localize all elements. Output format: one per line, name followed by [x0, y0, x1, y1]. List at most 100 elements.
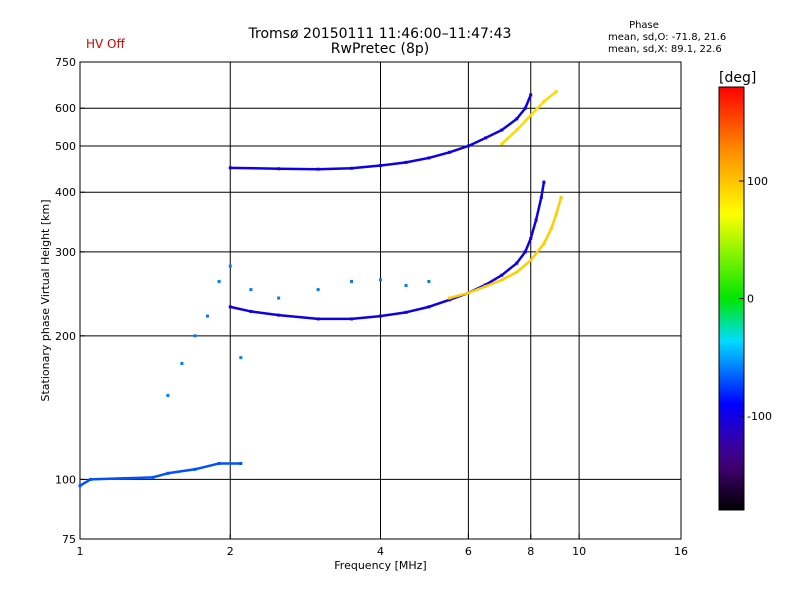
data-point	[427, 156, 431, 160]
chart-subtitle: RwPretec (8p)	[330, 41, 430, 57]
data-point	[484, 136, 488, 140]
data-point	[166, 471, 170, 475]
data-point	[89, 477, 93, 481]
data-point	[228, 264, 232, 268]
x-tick-label: 10	[572, 545, 586, 558]
data-point	[448, 296, 452, 300]
y-tick-label: 500	[55, 140, 76, 153]
hv-status: HV Off	[86, 37, 125, 51]
colorbar-tick-label: 0	[747, 293, 754, 306]
data-point	[549, 226, 553, 230]
data-point	[523, 106, 527, 110]
data-point	[404, 310, 408, 314]
data-point	[500, 278, 504, 282]
data-point	[277, 313, 281, 317]
y-axis-label: Stationary phase Virtual Height [km]	[39, 199, 52, 401]
data-point	[484, 283, 488, 287]
data-point	[193, 467, 197, 471]
data-point	[379, 278, 382, 282]
data-point	[466, 291, 470, 295]
y-tick-label: 300	[55, 246, 76, 259]
data-point	[228, 305, 232, 309]
data-point	[249, 309, 253, 313]
y-tick-label: 600	[55, 102, 76, 115]
data-point	[523, 250, 527, 254]
data-point	[427, 279, 431, 283]
y-tick-label: 400	[55, 186, 76, 199]
x-tick-label: 16	[674, 545, 688, 558]
data-point	[239, 356, 243, 360]
x-axis-label: Frequency [MHz]	[334, 559, 426, 572]
data-point	[559, 195, 563, 199]
y-tick-label: 750	[55, 56, 76, 69]
data-point	[277, 167, 281, 171]
data-point	[427, 305, 431, 309]
data-point	[249, 288, 253, 292]
data-point	[217, 461, 221, 465]
data-point	[534, 218, 538, 222]
data-point	[500, 142, 504, 146]
data-point	[277, 296, 281, 300]
data-point	[193, 334, 197, 338]
series-x-trace-lower-	[448, 195, 563, 300]
colorbar-tick-label: 100	[747, 175, 768, 188]
data-point	[448, 298, 452, 302]
series-o-trace-lower-	[228, 180, 546, 321]
data-point	[515, 117, 519, 121]
phase-label: Phase	[629, 20, 659, 31]
x-tick-label: 6	[465, 545, 472, 558]
y-tick-label: 75	[62, 533, 76, 546]
data-point	[542, 242, 546, 246]
data-point	[316, 288, 320, 292]
data-point	[529, 236, 533, 240]
data-point	[466, 144, 470, 148]
data-point	[228, 166, 232, 170]
data-point	[529, 113, 533, 117]
y-tick-label: 100	[55, 473, 76, 486]
x-tick-label: 1	[77, 545, 84, 558]
data-point	[316, 317, 320, 321]
data-point	[239, 461, 243, 465]
data-point	[350, 317, 354, 321]
data-point	[404, 283, 408, 287]
series-spread-echoes	[166, 264, 431, 397]
series-line	[229, 93, 532, 171]
colorbar-label: [deg]	[719, 70, 757, 86]
data-point	[404, 160, 408, 164]
data-point	[205, 314, 209, 318]
data-point	[78, 484, 82, 488]
data-point	[554, 90, 558, 94]
data-point	[448, 150, 452, 154]
series-sporadic-e	[78, 461, 243, 488]
x-tick-label: 4	[377, 545, 384, 558]
data-point	[542, 99, 546, 103]
data-point	[379, 164, 382, 168]
x-tick-label: 8	[527, 545, 534, 558]
x-tick-label: 2	[227, 545, 234, 558]
phase-stat-o: mean, sd,O: -71.8, 21.6	[608, 32, 727, 43]
data-point	[500, 273, 504, 277]
data-point	[180, 361, 184, 365]
data-point	[166, 393, 170, 397]
data-point	[484, 284, 488, 288]
data-point	[515, 128, 519, 132]
data-point	[217, 279, 221, 283]
data-point	[529, 93, 533, 97]
series-x-trace-upper-second-hop-	[500, 90, 558, 146]
data-point	[539, 195, 543, 199]
series-o-trace-upper-second-hop-	[228, 93, 533, 171]
data-point	[379, 314, 382, 318]
y-tick-label: 200	[55, 330, 76, 343]
series-line	[448, 196, 563, 300]
data-point	[316, 167, 320, 171]
chart-title: Tromsø 20150111 11:46:00–11:47:43	[248, 26, 512, 42]
data-point	[529, 258, 533, 262]
data-point	[542, 180, 546, 184]
data-point	[500, 128, 504, 132]
colorbar-tick-label: -100	[747, 410, 772, 423]
data-point	[554, 212, 558, 216]
data-point	[151, 475, 155, 479]
phase-stat-x: mean, sd,X: 89.1, 22.6	[608, 44, 722, 55]
data-point	[515, 270, 519, 274]
